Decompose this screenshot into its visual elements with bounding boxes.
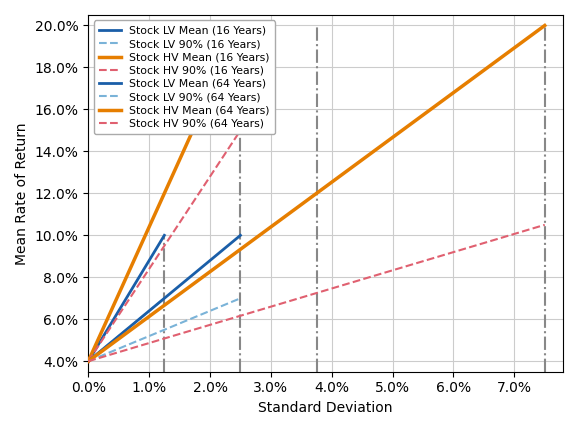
Stock LV 90% (16 Years) [161, 296, 168, 301]
Stock LV 90% (64 Years) [85, 359, 92, 364]
X-axis label: Standard Deviation: Standard Deviation [258, 401, 393, 415]
Stock LV 90% (64 Years) [237, 296, 244, 301]
Stock HV 90% (16 Years) [237, 128, 244, 133]
Line: Stock HV 90% (16 Years): Stock HV 90% (16 Years) [88, 130, 240, 361]
Legend: Stock LV Mean (16 Years), Stock LV 90% (16 Years), Stock HV Mean (16 Years), Sto: Stock LV Mean (16 Years), Stock LV 90% (… [94, 20, 275, 134]
Line: Stock LV 90% (64 Years): Stock LV 90% (64 Years) [88, 298, 240, 361]
Stock LV Mean (16 Years) [161, 233, 168, 238]
Line: Stock LV Mean (64 Years): Stock LV Mean (64 Years) [88, 235, 240, 361]
Line: Stock LV Mean (16 Years): Stock LV Mean (16 Years) [88, 235, 164, 361]
Y-axis label: Mean Rate of Return: Mean Rate of Return [15, 122, 29, 264]
Stock LV Mean (16 Years) [85, 359, 92, 364]
Stock LV Mean (64 Years) [237, 233, 244, 238]
Line: Stock LV 90% (16 Years): Stock LV 90% (16 Years) [88, 298, 164, 361]
Stock LV 90% (16 Years) [85, 359, 92, 364]
Stock HV 90% (16 Years) [85, 359, 92, 364]
Stock LV Mean (64 Years) [85, 359, 92, 364]
